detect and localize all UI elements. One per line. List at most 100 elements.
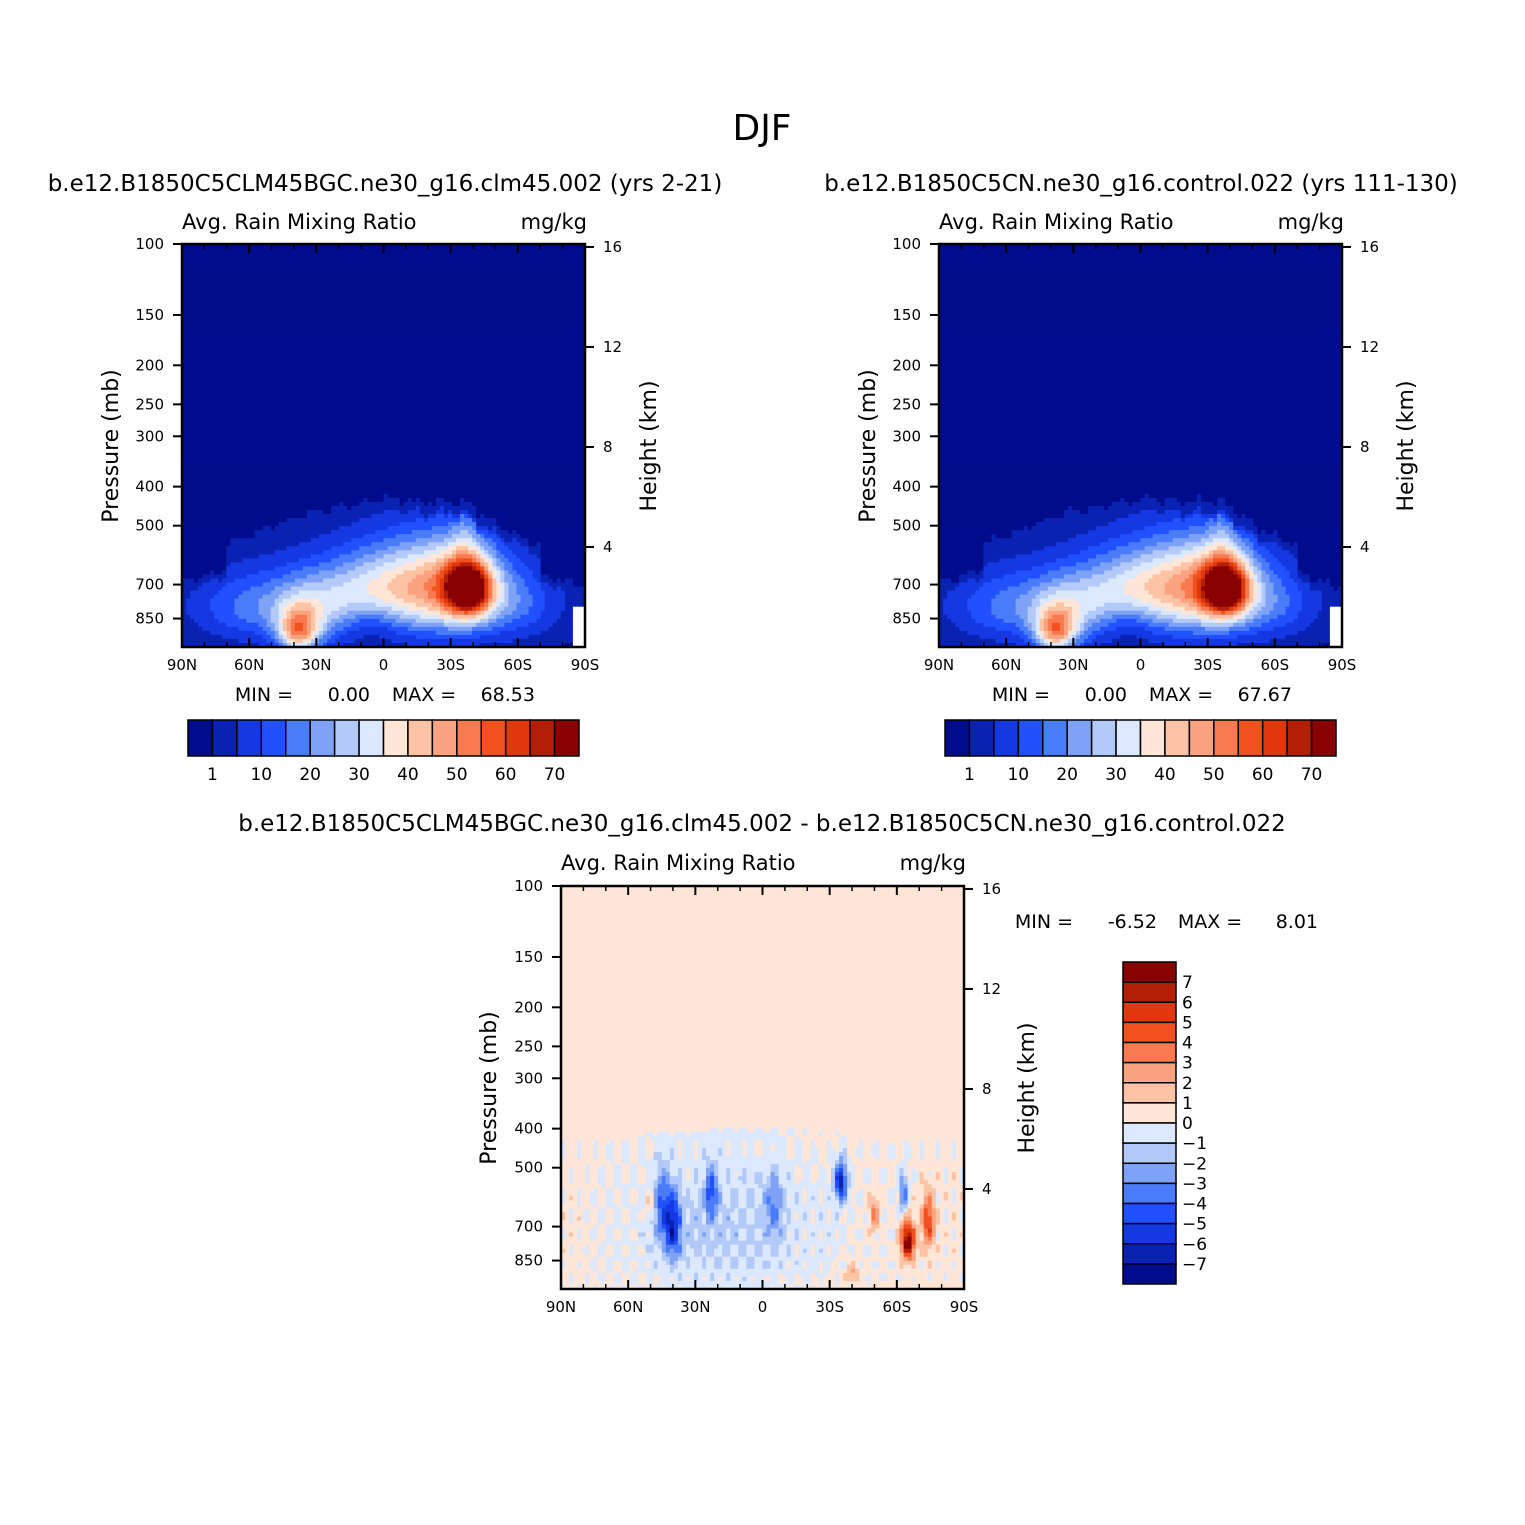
contour-cell xyxy=(182,578,195,584)
y-tick-label: 300 xyxy=(135,427,164,445)
contour-cell xyxy=(835,1228,840,1234)
contour-cell xyxy=(431,526,453,531)
contour-cell xyxy=(306,509,324,515)
contour-cell xyxy=(597,1180,606,1185)
contour-cell xyxy=(561,1224,594,1230)
contour-cell xyxy=(665,1220,675,1226)
contour-cell xyxy=(653,1204,659,1209)
contour-cell xyxy=(939,320,1343,326)
colorbar-box xyxy=(1122,1263,1177,1285)
contour-cell xyxy=(1148,638,1271,644)
contour-cell xyxy=(1225,509,1234,515)
contour-cell xyxy=(182,316,586,322)
contour-cell xyxy=(407,509,421,515)
contour-cell xyxy=(939,417,1343,422)
contour-cell xyxy=(822,1131,836,1137)
contour-cell xyxy=(383,538,417,543)
contour-cell xyxy=(569,1244,574,1250)
contour-cell xyxy=(476,558,481,563)
contour-cell xyxy=(472,501,586,507)
contour-cell xyxy=(431,602,441,608)
contour-cell xyxy=(561,1208,570,1214)
contour-cell xyxy=(959,1180,965,1185)
contour-cell xyxy=(673,1151,679,1157)
contour-cell xyxy=(657,1212,663,1218)
contour-cell xyxy=(182,505,332,511)
panel-difference-min-label: MIN = xyxy=(1015,911,1073,933)
contour-cell xyxy=(839,1260,848,1266)
contour-cell xyxy=(613,1188,623,1193)
contour-cell xyxy=(597,1244,606,1250)
contour-cell xyxy=(1200,509,1218,515)
contour-cell xyxy=(818,1212,824,1218)
contour-cell xyxy=(689,1256,703,1262)
contour-cell xyxy=(835,1172,840,1177)
contour-cell xyxy=(939,493,1146,499)
contour-cell xyxy=(544,598,566,604)
contour-cell xyxy=(698,1236,711,1242)
contour-cell xyxy=(778,1252,788,1258)
contour-cell xyxy=(290,594,377,600)
y-tick-label: 100 xyxy=(892,235,921,253)
contour-cell xyxy=(653,1196,659,1201)
contour-cell xyxy=(1229,538,1234,543)
contour-cell xyxy=(818,1260,824,1266)
contour-cell xyxy=(915,1248,921,1254)
contour-cell xyxy=(423,598,437,604)
contour-cell xyxy=(730,1256,739,1262)
contour-cell xyxy=(1293,578,1303,584)
contour-cell xyxy=(589,1252,598,1258)
contour-cell xyxy=(605,1208,614,1214)
contour-cell xyxy=(1080,622,1085,628)
contour-cell xyxy=(403,598,425,604)
contour-cell xyxy=(835,1272,840,1278)
contour-cell xyxy=(1148,622,1170,628)
contour-cell xyxy=(782,1272,796,1278)
contour-cell xyxy=(778,1176,788,1181)
contour-cell xyxy=(452,606,457,612)
contour-cell xyxy=(629,1147,639,1153)
contour-cell xyxy=(589,1168,598,1173)
contour-cell xyxy=(573,1208,586,1214)
contour-cell xyxy=(439,594,445,600)
contour-cell xyxy=(1241,606,1246,612)
contour-cell xyxy=(492,602,497,608)
contour-cell xyxy=(601,1184,606,1189)
contour-cell xyxy=(182,630,211,636)
contour-cell xyxy=(637,1164,643,1169)
contour-cell xyxy=(520,542,530,547)
contour-cell xyxy=(903,1188,909,1193)
contour-cell xyxy=(794,1127,804,1133)
contour-cell xyxy=(1329,622,1343,628)
contour-cell xyxy=(601,1164,606,1169)
contour-cell xyxy=(1249,554,1254,559)
contour-cell xyxy=(1241,546,1250,551)
contour-cell xyxy=(955,586,980,592)
contour-cell xyxy=(1192,586,1198,592)
contour-cell xyxy=(786,1188,804,1193)
contour-cell xyxy=(310,554,340,559)
contour-cell xyxy=(561,1216,566,1222)
contour-cell xyxy=(1108,550,1134,555)
contour-cell xyxy=(665,1252,683,1258)
contour-cell xyxy=(621,1139,631,1145)
y2-tick-label: 4 xyxy=(1360,538,1370,556)
contour-cell xyxy=(561,1043,965,1048)
contour-cell xyxy=(1144,493,1150,499)
contour-cell xyxy=(943,598,968,604)
contour-cell xyxy=(561,1083,965,1089)
contour-cell xyxy=(1217,518,1226,523)
contour-cell xyxy=(661,1284,667,1290)
contour-cell xyxy=(182,401,586,406)
contour-cell xyxy=(770,1260,780,1266)
contour-cell xyxy=(1305,626,1331,632)
contour-cell xyxy=(278,618,284,624)
contour-cell xyxy=(472,566,477,572)
contour-cell xyxy=(871,1204,876,1209)
contour-cell xyxy=(561,894,965,899)
contour-cell xyxy=(693,1172,699,1177)
contour-cell xyxy=(722,1151,727,1157)
contour-cell xyxy=(443,598,449,604)
contour-cell xyxy=(1043,602,1057,608)
contour-cell xyxy=(589,1248,598,1254)
